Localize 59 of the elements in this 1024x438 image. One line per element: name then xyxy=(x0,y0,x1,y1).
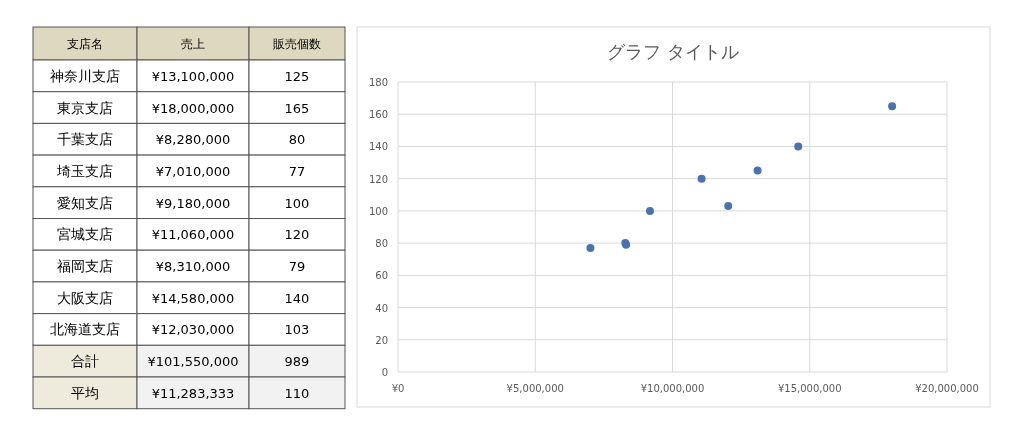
data-label: 989 xyxy=(284,354,310,370)
data-label: ¥8,280,000 xyxy=(155,132,231,148)
y-tick-label: 160 xyxy=(368,109,388,121)
data-label: 100 xyxy=(284,195,310,211)
point xyxy=(794,142,803,151)
data-label: 110 xyxy=(284,385,310,401)
point xyxy=(753,166,762,175)
x-tick-label: ¥20,000,000 xyxy=(915,383,979,394)
category-label: 埼玉支店 xyxy=(56,162,113,179)
point xyxy=(586,243,595,252)
category-label: 大阪支店 xyxy=(57,289,113,306)
point xyxy=(645,206,654,215)
category-label: 福岡支店 xyxy=(57,258,113,275)
y-tick-label: 60 xyxy=(375,270,388,282)
data-label: ¥8,310,000 xyxy=(155,259,231,275)
data-label: ¥14,580,000 xyxy=(151,290,235,306)
data-label: 79 xyxy=(288,259,306,275)
y-tick-label: 140 xyxy=(368,141,388,153)
point xyxy=(888,102,897,111)
y-tick-label: 20 xyxy=(375,334,388,346)
data-label: ¥12,030,000 xyxy=(151,322,235,338)
data-label: ¥9,180,000 xyxy=(155,195,231,211)
category-label: 神奈川支店 xyxy=(50,67,120,84)
data-label: 77 xyxy=(288,163,306,179)
data-label: ¥18,000,000 xyxy=(151,100,235,116)
category-label: 千葉支店 xyxy=(57,131,113,148)
text: 支店名 xyxy=(67,36,103,51)
x-tick-label: ¥5,000,000 xyxy=(506,383,564,394)
series-label: 販売個数 xyxy=(273,36,321,51)
y-tick-label: 0 xyxy=(381,367,388,378)
series-label: 売上 xyxy=(181,36,205,51)
data-label: 80 xyxy=(288,132,306,148)
data-label: 125 xyxy=(284,68,310,84)
x-tick-label: ¥0 xyxy=(391,383,405,394)
data-label: ¥13,100,000 xyxy=(151,68,235,84)
point xyxy=(724,202,733,211)
y-tick-label: 120 xyxy=(368,173,388,185)
data-label: 120 xyxy=(284,227,310,243)
x-tick-label: ¥15,000,000 xyxy=(777,383,842,394)
y-tick-label: 80 xyxy=(375,238,388,250)
chart-title: グラフ タイトル xyxy=(607,41,739,62)
category-label: 北海道支店 xyxy=(50,321,120,338)
x-tick-label: ¥10,000,000 xyxy=(640,383,705,394)
point xyxy=(697,174,706,183)
data-label: ¥7,010,000 xyxy=(155,163,231,179)
data-label: ¥11,060,000 xyxy=(151,227,235,243)
data-label: 103 xyxy=(284,322,310,338)
data-label: ¥101,550,000 xyxy=(147,354,239,370)
category-label: 東京支店 xyxy=(57,99,113,116)
data-label: 140 xyxy=(284,290,310,306)
data-label: ¥11,283,333 xyxy=(151,385,235,401)
data-label: 165 xyxy=(284,100,310,116)
y-tick-label: 100 xyxy=(368,205,388,217)
category-label: 合計 xyxy=(71,353,99,370)
y-tick-label: 180 xyxy=(368,77,388,88)
y-tick-label: 40 xyxy=(375,302,388,314)
category-label: 宮城支店 xyxy=(57,226,113,243)
category-label: 平均 xyxy=(71,384,99,401)
category-label: 愛知支店 xyxy=(57,194,113,211)
